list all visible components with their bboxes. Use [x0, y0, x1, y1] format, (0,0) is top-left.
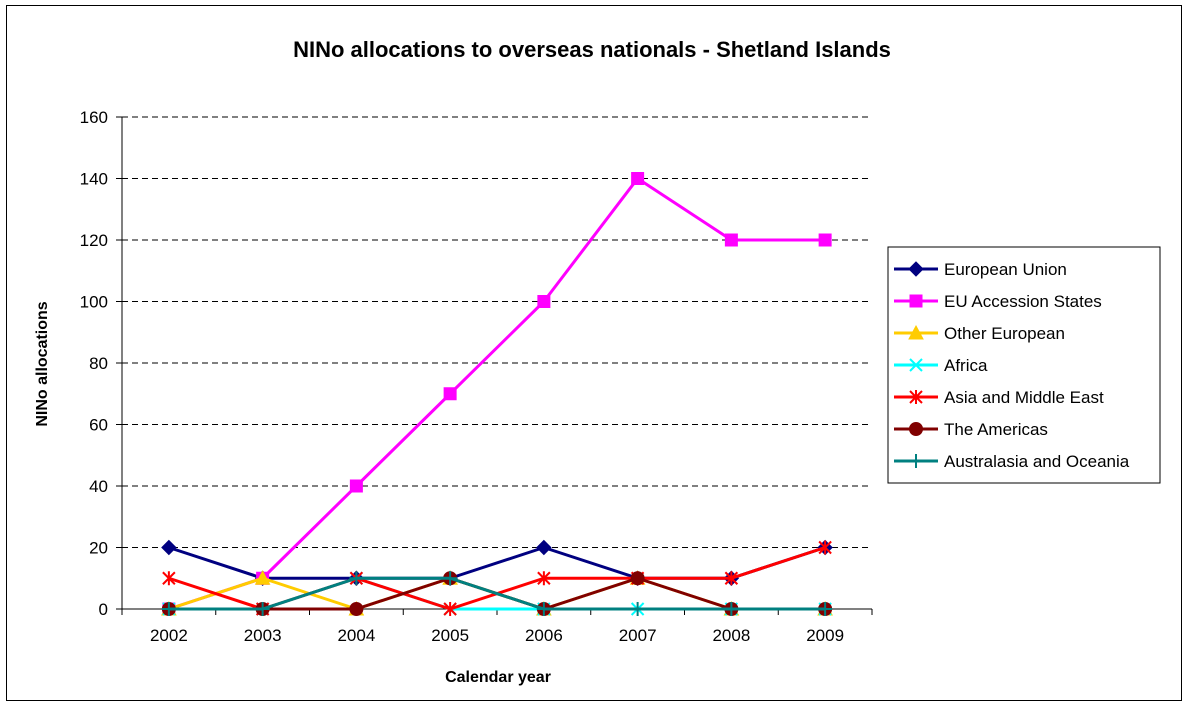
legend-marker: [908, 261, 924, 277]
legend-label: Australasia and Oceania: [944, 452, 1130, 471]
legend-marker: [909, 358, 923, 372]
legend-entry: Australasia and Oceania: [894, 452, 1130, 471]
legend-marker: [909, 454, 923, 468]
series-eu-accession-states: [162, 172, 832, 616]
data-point: [349, 479, 363, 493]
legend-entry: European Union: [894, 260, 1067, 279]
y-tick-label: 140: [80, 170, 108, 189]
data-point: [724, 233, 738, 247]
y-tick-label: 0: [99, 600, 108, 619]
data-point: [349, 602, 364, 616]
data-point: [724, 571, 739, 586]
x-tick-label: 2003: [244, 626, 282, 645]
chart-title: NINo allocations to overseas nationals -…: [293, 37, 891, 62]
legend-marker: [909, 390, 923, 404]
legend-label: Other European: [944, 324, 1065, 343]
data-point: [630, 602, 645, 616]
series-australasia-and-oceania: [161, 571, 833, 616]
data-point: [162, 571, 176, 586]
y-tick-label: 100: [80, 293, 108, 312]
data-point: [630, 571, 645, 586]
legend-entry: Asia and Middle East: [894, 388, 1104, 407]
y-tick-label: 120: [80, 231, 108, 250]
legend-entry: Other European: [894, 324, 1065, 343]
legend-entry: The Americas: [894, 420, 1048, 439]
data-point: [818, 233, 832, 247]
x-tick-label: 2006: [525, 626, 563, 645]
legend-marker: [909, 422, 923, 436]
x-tick-label: 2008: [712, 626, 750, 645]
x-tick-label: 2004: [337, 626, 375, 645]
legend: European Union EU Accession States Other E…: [887, 246, 1161, 484]
y-tick-label: 80: [89, 354, 108, 373]
legend-label: The Americas: [944, 420, 1048, 439]
data-point: [443, 602, 457, 616]
x-tick-label: 2009: [806, 626, 844, 645]
data-point: [443, 571, 458, 586]
data-point: [724, 602, 739, 616]
data-point: [161, 602, 176, 616]
x-tick-labels: 2002 2003 2004 2005 2006 2007 2008 2009: [150, 626, 844, 645]
gridlines: [122, 116, 872, 548]
y-tick-label: 60: [89, 416, 108, 435]
data-point: [631, 172, 645, 185]
legend-label: EU Accession States: [944, 292, 1102, 311]
data-point: [537, 571, 551, 586]
data-point: [349, 571, 364, 586]
data-point: [255, 602, 270, 616]
x-tick-label: 2007: [619, 626, 657, 645]
legend-entry: Africa: [894, 356, 988, 375]
legend-label: European Union: [944, 260, 1067, 279]
y-tick-label: 40: [89, 477, 108, 496]
y-axis-label: NINo allocations: [34, 301, 51, 426]
data-point: [536, 539, 552, 556]
data-point: [443, 387, 457, 401]
series-group: [161, 172, 833, 616]
axes: [116, 116, 873, 615]
x-axis-label: Calendar year: [445, 669, 551, 686]
legend-label: Asia and Middle East: [944, 388, 1104, 407]
data-point: [537, 295, 551, 308]
x-tick-label: 2005: [431, 626, 469, 645]
data-point: [818, 540, 832, 555]
series-line: [168, 576, 826, 611]
legend-marker: [909, 294, 923, 308]
legend-marker: [908, 324, 924, 340]
y-tick-label: 20: [89, 539, 108, 558]
data-point: [161, 539, 177, 556]
series-line: [168, 177, 826, 611]
data-point: [536, 602, 551, 616]
legend-label: Africa: [944, 356, 988, 375]
data-point: [818, 602, 833, 616]
y-tick-label: 160: [80, 108, 108, 127]
x-tick-label: 2002: [150, 626, 188, 645]
data-point: [254, 570, 271, 585]
y-tick-labels: 0 20 40 60 80 100 120 140 160: [80, 108, 108, 619]
legend-entry: EU Accession States: [894, 292, 1102, 311]
